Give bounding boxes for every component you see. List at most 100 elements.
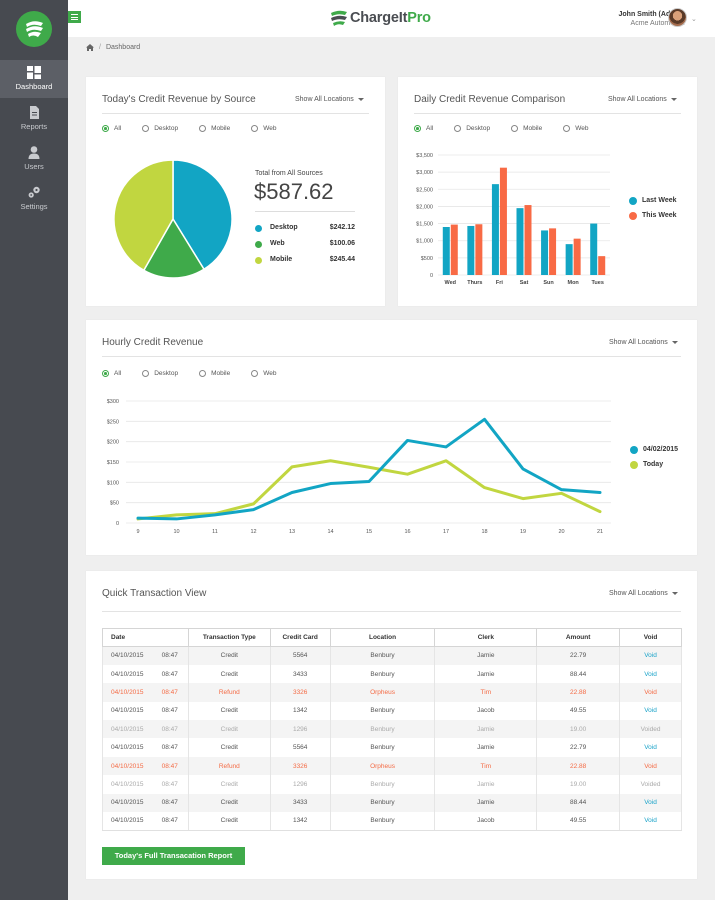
cell-card: 3326 [269,756,331,776]
radio-mobile[interactable]: Mobile [199,125,230,132]
column-header[interactable]: Transaction Type [187,628,271,647]
brand-name: ChargeIt [350,10,408,26]
void-link[interactable]: Void [619,683,682,702]
y-tick-label: $150 [107,460,119,466]
cell-amount: 19.00 [536,775,621,794]
table-row: 04/10/2015 08:47 Credit 1296 Benbury Jamie 19.… [102,720,682,739]
cell-card: 5564 [269,646,331,665]
radio-label: Desktop [466,125,491,132]
void-link[interactable]: Void [619,756,682,776]
cell-clerk: Jamie [434,738,538,757]
bar-this-week [524,205,532,275]
location-select[interactable]: Show All Locations [609,339,678,346]
column-header[interactable]: Clerk [434,628,538,647]
date-value: 04/10/2015 [111,799,144,807]
x-tick-label: 13 [289,529,295,535]
date-value: 04/10/2015 [111,762,144,770]
void-link[interactable]: Void [619,664,682,684]
void-link[interactable]: Void [619,793,682,813]
void-link[interactable]: Void [619,812,682,831]
cell-date: 04/10/2015 08:47 [102,646,189,665]
radio-web[interactable]: Web [251,370,277,377]
legend-item-this-week: This Week [629,212,677,227]
cell-type: Credit [187,720,271,739]
time-value: 08:47 [161,670,178,678]
hamburger-menu-icon[interactable] [68,11,81,23]
chevron-down-icon[interactable]: ⌄ [691,16,697,23]
location-select[interactable]: Show All Locations [609,590,678,597]
radio-web[interactable]: Web [251,125,277,132]
hourly-revenue-card: Hourly Credit Revenue Show All Locations… [86,320,697,555]
location-select[interactable]: Show All Locations [608,96,677,103]
time-value: 08:47 [161,688,178,696]
radio-desktop[interactable]: Desktop [142,370,178,377]
total-label: Total from All Sources [255,170,323,177]
sidebar-item-users[interactable]: Users [0,140,68,178]
location-select-label: Show All Locations [295,96,354,103]
caret-down-icon [357,98,364,101]
radio-all[interactable]: All [414,125,433,132]
cell-location: Benbury [329,775,436,794]
full-report-button[interactable]: Today's Full Transacation Report [102,847,245,865]
sidebar-item-label: Reports [20,122,48,131]
bar-chart: $3,500 $3,000 $2,500 $2,000 $1,500 $1,000 $500… [416,153,610,286]
cell-location: Orpheus [329,683,436,702]
user-info[interactable]: John Smith (Admin) Acme Automotive [619,10,686,28]
radio-mobile[interactable]: Mobile [511,125,542,132]
void-link[interactable]: Void [619,738,682,757]
leaf-logo-icon [16,11,52,47]
column-header[interactable]: Credit Card [269,628,331,647]
sidebar-item-dashboard[interactable]: Dashboard [0,60,68,98]
voided-status: Voided [619,775,682,794]
cell-amount: 22.88 [536,683,621,702]
radio-web[interactable]: Web [563,125,589,132]
y-tick-label: $2,000 [416,204,433,210]
time-value: 08:47 [161,725,178,733]
void-link[interactable]: Void [619,646,682,665]
column-header[interactable]: Amount [536,628,621,647]
app-logo[interactable] [0,0,68,58]
radio-label: All [426,125,434,132]
user-name: John Smith (Admin) [618,11,686,18]
y-tick-label: $100 [107,480,119,486]
cell-date: 04/10/2015 08:47 [102,793,189,813]
breadcrumb: / Dashboard [86,44,140,51]
time-value: 08:47 [161,780,178,788]
source-filter-radios: All Desktop Mobile Web [102,125,298,132]
cell-date: 04/10/2015 08:47 [102,812,189,831]
card-title: Hourly Credit Revenue [102,337,204,348]
table-header-row: Date Transaction Type Credit Card Locati… [102,628,682,647]
x-tick-label: 15 [366,529,372,535]
sidebar-item-reports[interactable]: Reports [0,100,68,138]
table-row: 04/10/2015 08:47 Credit 3433 Benbury Jamie 88.… [102,664,682,684]
radio-label: Mobile [523,125,543,132]
total-value: $587.62 [254,179,334,204]
void-link[interactable]: Void [619,701,682,721]
radio-unchecked-icon [142,370,150,377]
column-header[interactable]: Location [329,628,436,647]
time-value: 08:47 [161,652,178,660]
time-value: 08:47 [161,799,178,807]
cell-location: Benbury [329,793,436,813]
column-header[interactable]: Void [619,628,682,647]
radio-all[interactable]: All [102,125,121,132]
column-header[interactable]: Date [102,628,189,647]
legend-swatch [255,241,262,248]
radio-mobile[interactable]: Mobile [199,370,230,377]
cell-location: Benbury [329,720,436,739]
brand-name-accent: Pro [407,10,431,26]
legend-swatch [255,225,262,232]
radio-desktop[interactable]: Desktop [142,125,178,132]
legend-item-today: Today [630,461,678,476]
radio-all[interactable]: All [102,370,121,377]
home-icon[interactable] [86,44,94,51]
radio-unchecked-icon [199,370,207,377]
pie-chart [113,159,233,279]
avatar[interactable] [668,8,687,27]
radio-desktop[interactable]: Desktop [454,125,490,132]
sidebar-item-settings[interactable]: Settings [0,180,68,218]
y-tick-label: 0 [116,521,119,527]
location-select[interactable]: Show All Locations [295,96,364,103]
user-org: Acme Automotive [630,20,685,27]
cell-card: 5564 [269,738,331,757]
